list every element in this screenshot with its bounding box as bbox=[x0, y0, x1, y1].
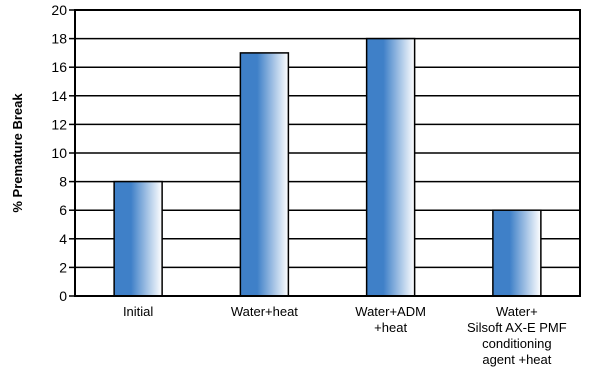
bar bbox=[365, 37, 416, 297]
x-category-label: Initial bbox=[123, 304, 153, 319]
y-tick-label: 18 bbox=[51, 31, 67, 47]
x-category-label: Water+ Silsoft AX-E PMF conditioning agent … bbox=[467, 304, 567, 367]
y-axis-title: % Premature Break bbox=[10, 93, 25, 213]
y-tick-label: 2 bbox=[59, 259, 67, 275]
x-category-label-line: Silsoft AX-E PMF bbox=[467, 320, 567, 335]
x-category-label-line: Water+ bbox=[496, 304, 538, 319]
x-category-label: Water+ADM +heat bbox=[355, 304, 426, 335]
y-tick-label: 6 bbox=[59, 202, 67, 218]
x-category-label-line: Water+heat bbox=[231, 304, 298, 319]
x-category-label-line: Initial bbox=[123, 304, 153, 319]
y-tick-label: 16 bbox=[51, 59, 67, 75]
y-tick-label: 0 bbox=[59, 288, 67, 304]
y-axis-ticks: 0 2 4 6 8 10 12 14 16 18 20 bbox=[51, 2, 75, 304]
y-tick-label: 20 bbox=[51, 2, 67, 18]
y-tick-label: 12 bbox=[51, 116, 67, 132]
bars bbox=[113, 37, 542, 297]
x-category-label-line: Water+ADM bbox=[355, 304, 426, 319]
bar bbox=[113, 180, 163, 297]
x-axis-labels: Initial Water+heat Water+ADM +heat Water+ Sil… bbox=[123, 304, 567, 367]
bar bbox=[492, 209, 542, 297]
x-category-label-line: +heat bbox=[374, 320, 407, 335]
bar bbox=[239, 52, 290, 297]
y-tick-label: 14 bbox=[51, 88, 67, 104]
x-category-label-line: agent +heat bbox=[482, 352, 551, 367]
y-tick-label: 4 bbox=[59, 231, 67, 247]
y-tick-label: 8 bbox=[59, 174, 67, 190]
y-tick-label: 10 bbox=[51, 145, 67, 161]
x-category-label-line: conditioning bbox=[482, 336, 551, 351]
x-category-label: Water+heat bbox=[231, 304, 298, 319]
